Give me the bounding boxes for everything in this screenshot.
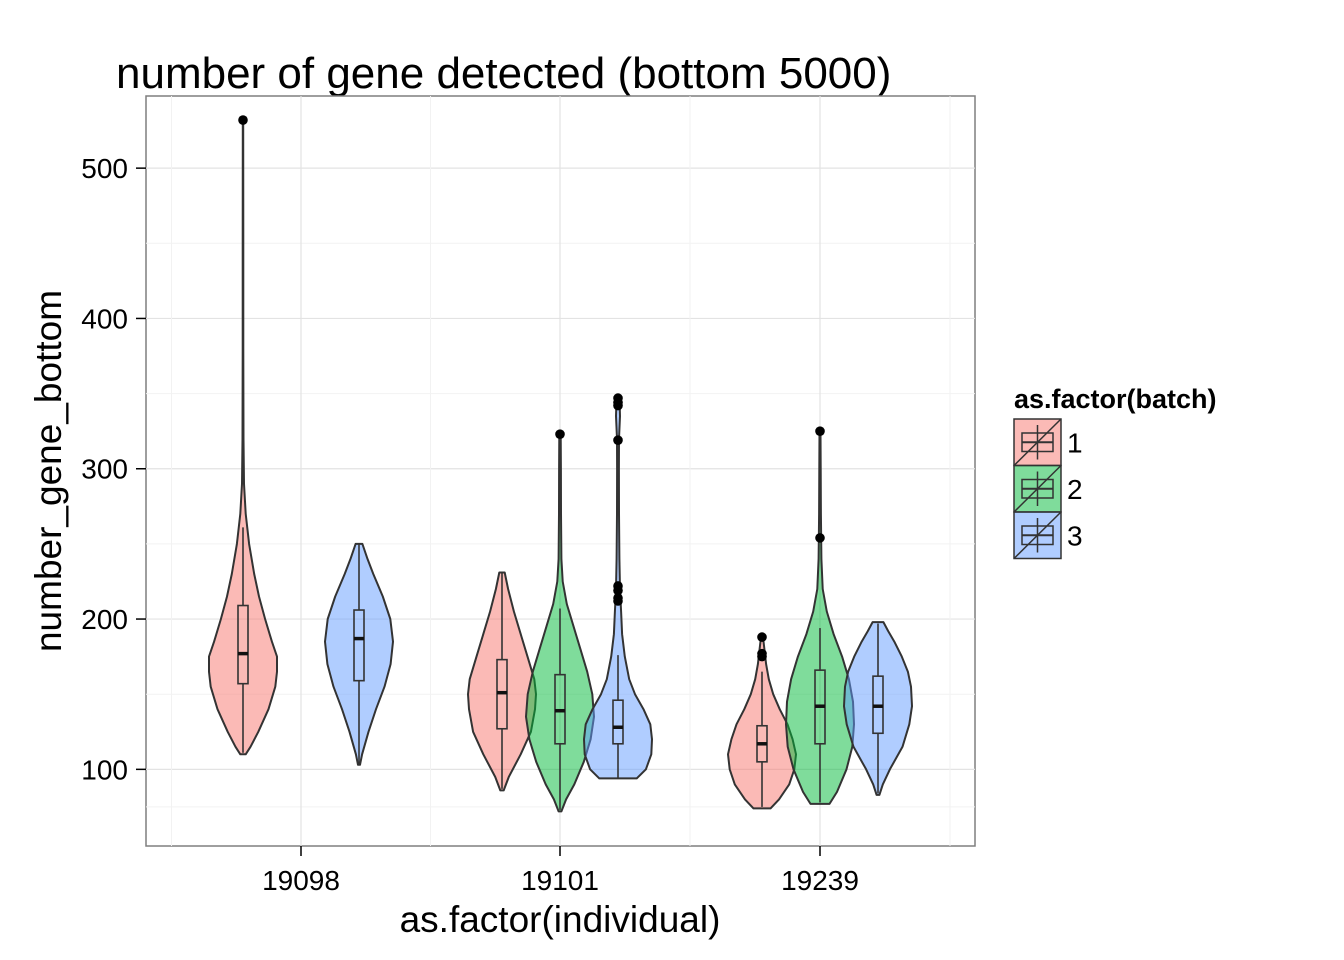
legend-title: as.factor(batch): [1014, 384, 1217, 414]
x-tick-label: 19101: [521, 865, 599, 896]
outlier-point: [757, 651, 767, 662]
outlier-point: [238, 115, 248, 125]
violin-layer: [208, 115, 913, 813]
violin-group: [525, 429, 595, 813]
legend: as.factor(batch) 1 2 3: [1013, 384, 1217, 560]
box: [353, 609, 365, 682]
outlier-point: [613, 596, 623, 606]
violin-shape: [843, 621, 913, 796]
outlier-point: [555, 429, 565, 439]
y-tick-label: 500: [81, 153, 128, 184]
legend-label: 2: [1067, 474, 1083, 505]
box: [237, 604, 249, 685]
outlier-point: [815, 533, 825, 543]
x-axis-label: as.factor(individual): [400, 899, 721, 940]
outlier-point: [613, 435, 623, 445]
outlier-point: [815, 426, 825, 436]
outlier-point: [757, 632, 767, 642]
x-axis: 19098 19101 19239: [262, 846, 859, 896]
chart-title: number of gene detected (bottom 5000): [116, 49, 891, 98]
y-axis: 100 200 300 400 500: [81, 153, 146, 785]
y-tick-label: 300: [81, 454, 128, 485]
y-tick-label: 200: [81, 604, 128, 635]
violin-group: [583, 393, 653, 780]
box: [612, 699, 624, 745]
legend-label: 3: [1067, 520, 1083, 551]
outlier-point: [613, 585, 623, 596]
y-tick-label: 100: [81, 754, 128, 785]
x-tick-label: 19239: [781, 865, 859, 896]
y-axis-label: number_gene_bottom: [28, 290, 69, 652]
x-tick-label: 19098: [262, 865, 340, 896]
outlier-point: [613, 400, 623, 411]
legend-item: 3: [1013, 511, 1083, 560]
legend-item: 2: [1013, 464, 1083, 513]
legend-label: 1: [1067, 427, 1083, 458]
y-tick-label: 400: [81, 303, 128, 334]
violin-group: [208, 115, 278, 756]
violin-shape: [324, 542, 394, 766]
violin-group: [324, 542, 394, 766]
violin-group: [843, 621, 913, 796]
legend-item: 1: [1013, 418, 1083, 467]
